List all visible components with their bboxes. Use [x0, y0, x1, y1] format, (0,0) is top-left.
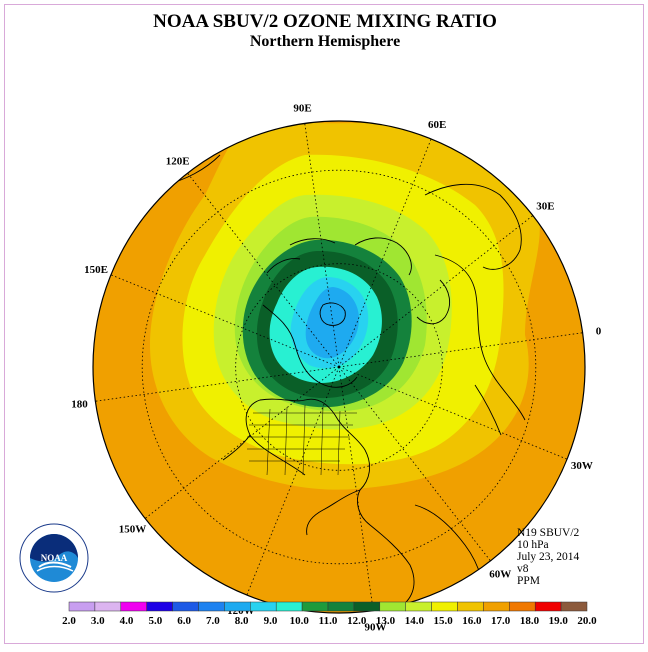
- meridian-line: [338, 366, 374, 611]
- noaa-logo: NOAA: [19, 523, 89, 593]
- colorbar-tick-label: 20.0: [577, 615, 597, 627]
- page-subtitle: Northern Hemisphere: [249, 33, 401, 50]
- info-level: 10 hPa: [517, 539, 549, 551]
- colorbar-swatch: [172, 601, 199, 612]
- longitude-label: 90W: [364, 621, 386, 633]
- colorbar: 2.0 3.0 4.0 5.0 6.0 7.0 8.0 9.0 10.0 11.0 12.0 13.0…: [62, 601, 597, 627]
- colorbar-tick-label: 9.0: [264, 615, 278, 627]
- meridian-line: [338, 215, 534, 368]
- us-state-borders: [247, 404, 357, 476]
- meridian-line: [246, 366, 340, 596]
- meridian-line: [95, 366, 340, 402]
- colorbar-swatch: [120, 601, 147, 612]
- coastlines: [164, 154, 526, 612]
- meridian-line: [304, 123, 340, 368]
- colorbar-tick-label: 15.0: [433, 615, 453, 627]
- longitude-label: 0: [596, 326, 602, 338]
- colorbar-swatch: [146, 601, 173, 612]
- colorbar-swatch: [224, 601, 251, 612]
- longitude-label: 60E: [428, 119, 446, 131]
- map-boundary: [92, 120, 586, 614]
- info-satellite: N19 SBUV/2: [517, 527, 580, 539]
- colorbar-swatch: [457, 601, 484, 612]
- longitude-label: 30W: [571, 460, 593, 472]
- colorbar-tick-label: 12.0: [347, 615, 367, 627]
- longitude-label: 90E: [293, 103, 311, 115]
- figure-frame: NOAA SBUV/2 OZONE MIXING RATIO Northern …: [4, 4, 644, 644]
- colorbar-swatch: [327, 601, 355, 612]
- colorbar-swatch: [250, 601, 277, 612]
- colorbar-tick-label: 7.0: [206, 615, 220, 627]
- colorbar-swatch: [68, 601, 96, 612]
- polar-map: 90E60E30E030W60W90W120W150W180150E120E: [71, 103, 602, 634]
- meridian-line: [110, 274, 340, 368]
- colorbar-tick-label: 14.0: [405, 615, 425, 627]
- longitude-label: 120E: [166, 156, 190, 168]
- meridian-line: [338, 366, 568, 460]
- longitude-label: 150W: [119, 523, 147, 535]
- meridian-line: [187, 172, 340, 368]
- info-block: N19 SBUV/2 10 hPa July 23, 2014 v8 PPM: [517, 527, 579, 587]
- colorbar-swatch: [94, 601, 122, 612]
- colorbar-swatch: [509, 601, 536, 612]
- colorbar-tick-label: 3.0: [91, 615, 105, 627]
- colorbar-tick-label: 6.0: [177, 615, 191, 627]
- meridian-line: [144, 366, 340, 519]
- info-version: v8: [517, 563, 529, 575]
- page-title: NOAA SBUV/2 OZONE MIXING RATIO: [153, 11, 497, 32]
- colorbar-swatch: [560, 601, 588, 612]
- colorbar-swatch: [483, 601, 510, 612]
- colorbar-tick-label: 19.0: [549, 615, 569, 627]
- meridian-line: [338, 138, 432, 368]
- colorbar-swatch: [534, 601, 562, 612]
- colorbar-swatch: [353, 601, 381, 612]
- latitude-circle: [235, 263, 443, 471]
- info-units: PPM: [517, 575, 541, 587]
- colorbar-swatch: [405, 601, 432, 612]
- latitude-circle: [141, 169, 537, 565]
- colorbar-tick-label: 18.0: [520, 615, 540, 627]
- colorbar-tick-label: 13.0: [376, 615, 396, 627]
- graticule: [95, 123, 583, 611]
- colorbar-swatch: [198, 601, 225, 612]
- info-date: July 23, 2014: [517, 551, 580, 563]
- longitude-label: 30E: [536, 201, 554, 213]
- colorbar-tick-label: 17.0: [491, 615, 511, 627]
- colorbar-tick-label: 5.0: [148, 615, 162, 627]
- colorbar-swatch: [379, 601, 406, 612]
- meridian-line: [338, 366, 491, 562]
- logo-text: NOAA: [41, 553, 68, 563]
- colorbar-swatch: [431, 601, 458, 612]
- colorbar-tick-label: 2.0: [62, 615, 76, 627]
- colorbar-tick-label: 16.0: [462, 615, 482, 627]
- longitude-label: 150E: [84, 264, 108, 276]
- colorbar-tick-label: 8.0: [235, 615, 249, 627]
- colorbar-swatch: [301, 601, 329, 612]
- meridian-line: [338, 332, 583, 368]
- colorbar-tick-label: 4.0: [120, 615, 134, 627]
- colorbar-tick-label: 10.0: [290, 615, 310, 627]
- colorbar-tick-label: 11.0: [319, 615, 338, 627]
- longitude-label: 180: [71, 398, 88, 410]
- colorbar-swatch: [275, 601, 303, 612]
- longitude-label: 60W: [489, 568, 511, 580]
